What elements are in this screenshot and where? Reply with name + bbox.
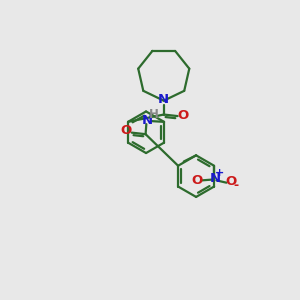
Text: N: N xyxy=(158,93,169,106)
Text: -: - xyxy=(234,179,239,192)
Text: +: + xyxy=(215,168,224,178)
Text: H: H xyxy=(149,108,159,121)
Text: O: O xyxy=(191,174,203,187)
Text: O: O xyxy=(225,176,237,188)
Text: O: O xyxy=(177,109,189,122)
Text: O: O xyxy=(120,124,131,137)
Text: N: N xyxy=(209,172,220,184)
Text: N: N xyxy=(142,114,153,127)
